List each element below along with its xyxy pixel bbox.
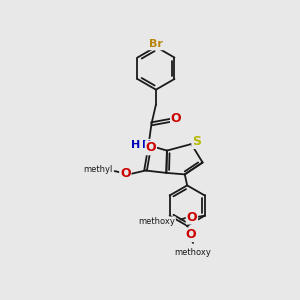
Text: O: O (120, 167, 130, 180)
Text: O: O (146, 141, 156, 154)
Text: O: O (187, 211, 197, 224)
Text: O: O (171, 112, 182, 125)
Text: Br: Br (149, 40, 163, 50)
Text: methoxy: methoxy (139, 217, 175, 226)
Text: H: H (131, 140, 141, 150)
Text: methyl: methyl (83, 165, 112, 174)
Text: S: S (192, 135, 201, 148)
Text: O: O (185, 228, 196, 241)
Text: methoxy: methoxy (175, 248, 212, 257)
Text: N: N (142, 140, 151, 150)
